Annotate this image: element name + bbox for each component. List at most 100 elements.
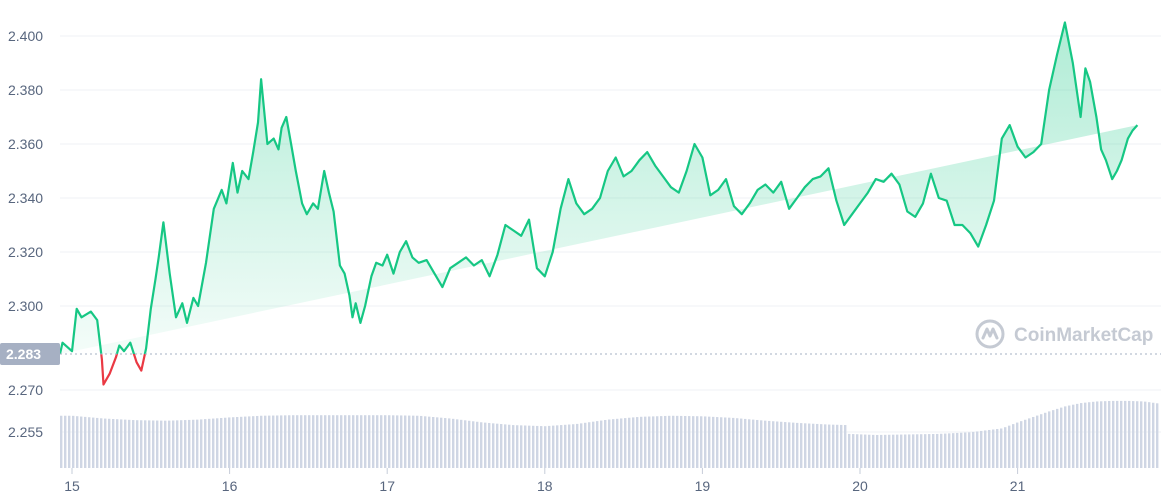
volume-bar [172,420,175,468]
volume-bar [472,421,475,468]
volume-bar [260,415,263,468]
volume-bar [288,415,291,468]
volume-bar [72,415,75,468]
volume-bar [656,416,659,468]
volume-bar [236,417,239,468]
volume-bar [824,424,827,468]
volume-bar [856,434,859,468]
x-axis-ticks: 15 16 17 18 19 20 21 [64,468,1026,494]
volume-bar [808,423,811,468]
price-line [58,21,1139,386]
volume-bar [900,434,903,468]
volume-bar [660,416,663,468]
volume-bar [1100,401,1103,468]
volume-bar [364,415,367,468]
volume-bar [328,415,331,468]
volume-bar [528,425,531,468]
y-tick-label: 2.270 [8,382,43,398]
volume-bar [796,422,799,468]
y-tick-label: 2.380 [8,82,43,98]
volume-bar [852,434,855,468]
volume-bar [348,415,351,468]
x-tick-label: 16 [222,478,238,494]
volume-bar [240,416,243,468]
volume-bar [252,416,255,468]
volume-bar [1148,402,1151,468]
volume-bar [716,417,719,468]
volume-bar [868,434,871,468]
volume-bar [888,434,891,468]
x-tick-label: 15 [64,478,80,494]
volume-bar [428,416,431,468]
volume-bar [720,417,723,468]
volume-bar [928,434,931,468]
volume-bar [1080,403,1083,468]
volume-bar [184,420,187,468]
volume-bar [456,419,459,468]
volume-bar [1016,422,1019,468]
volume-bar [488,422,491,468]
volume-bar [896,434,899,468]
volume-bar [152,420,155,468]
volume-bar [220,418,223,468]
volume-bar [784,422,787,468]
volume-bar [608,419,611,468]
volume-bar [920,434,923,468]
volume-bar [924,434,927,468]
volume-bar [912,434,915,468]
volume-bar [144,420,147,468]
volume-bar [1012,424,1015,468]
y-axis-ticks: 2.400 2.380 2.360 2.340 2.320 2.300 2.270 2.255 [8,28,43,440]
volume-bar [464,420,467,468]
volume-bar [1064,406,1067,468]
volume-bar [448,418,451,468]
volume-bar [1060,407,1063,468]
volume-bar [1124,400,1127,468]
volume-bar [880,434,883,468]
volume-bar [612,419,615,468]
volume-bar [956,432,959,468]
volume-bar [344,415,347,468]
volume-bar [1140,401,1143,468]
volume-bar [460,419,463,468]
volume-bar [768,420,771,468]
volume-bar [1008,425,1011,468]
y-tick-label: 2.360 [8,136,43,152]
volume-bar [1056,408,1059,468]
volume-bar [620,418,623,468]
volume-bar [932,434,935,468]
volume-bar [416,415,419,468]
volume-bar [520,425,523,468]
volume-bar [88,417,91,468]
reference-price-badge-bg [0,343,60,365]
volume-bar [368,415,371,468]
volume-bar [392,415,395,468]
volume-bar [244,416,247,468]
volume-bar [524,425,527,468]
volume-bar [1076,403,1079,468]
volume-bar [128,419,131,468]
volume-bar [148,420,151,468]
volume-bar [964,432,967,468]
volume-bar [1040,414,1043,468]
watermark-text: CoinMarketCap [1014,325,1153,346]
volume-bar [216,418,219,468]
volume-bar [284,415,287,468]
volume-bar [360,415,363,468]
volume-bar [636,417,639,468]
y-tick-label: 2.340 [8,190,43,206]
volume-bar [680,415,683,468]
coinmarketcap-logo-icon [975,319,1005,349]
volume-bar [780,421,783,468]
volume-bar [168,420,171,468]
volume-bar [760,420,763,468]
volume-bar [552,425,555,468]
volume-bar [592,421,595,468]
volume-bar [992,429,995,468]
volume-bar [704,416,707,468]
volume-bar [816,423,819,468]
volume-bar [736,418,739,468]
volume-bar [352,415,355,468]
